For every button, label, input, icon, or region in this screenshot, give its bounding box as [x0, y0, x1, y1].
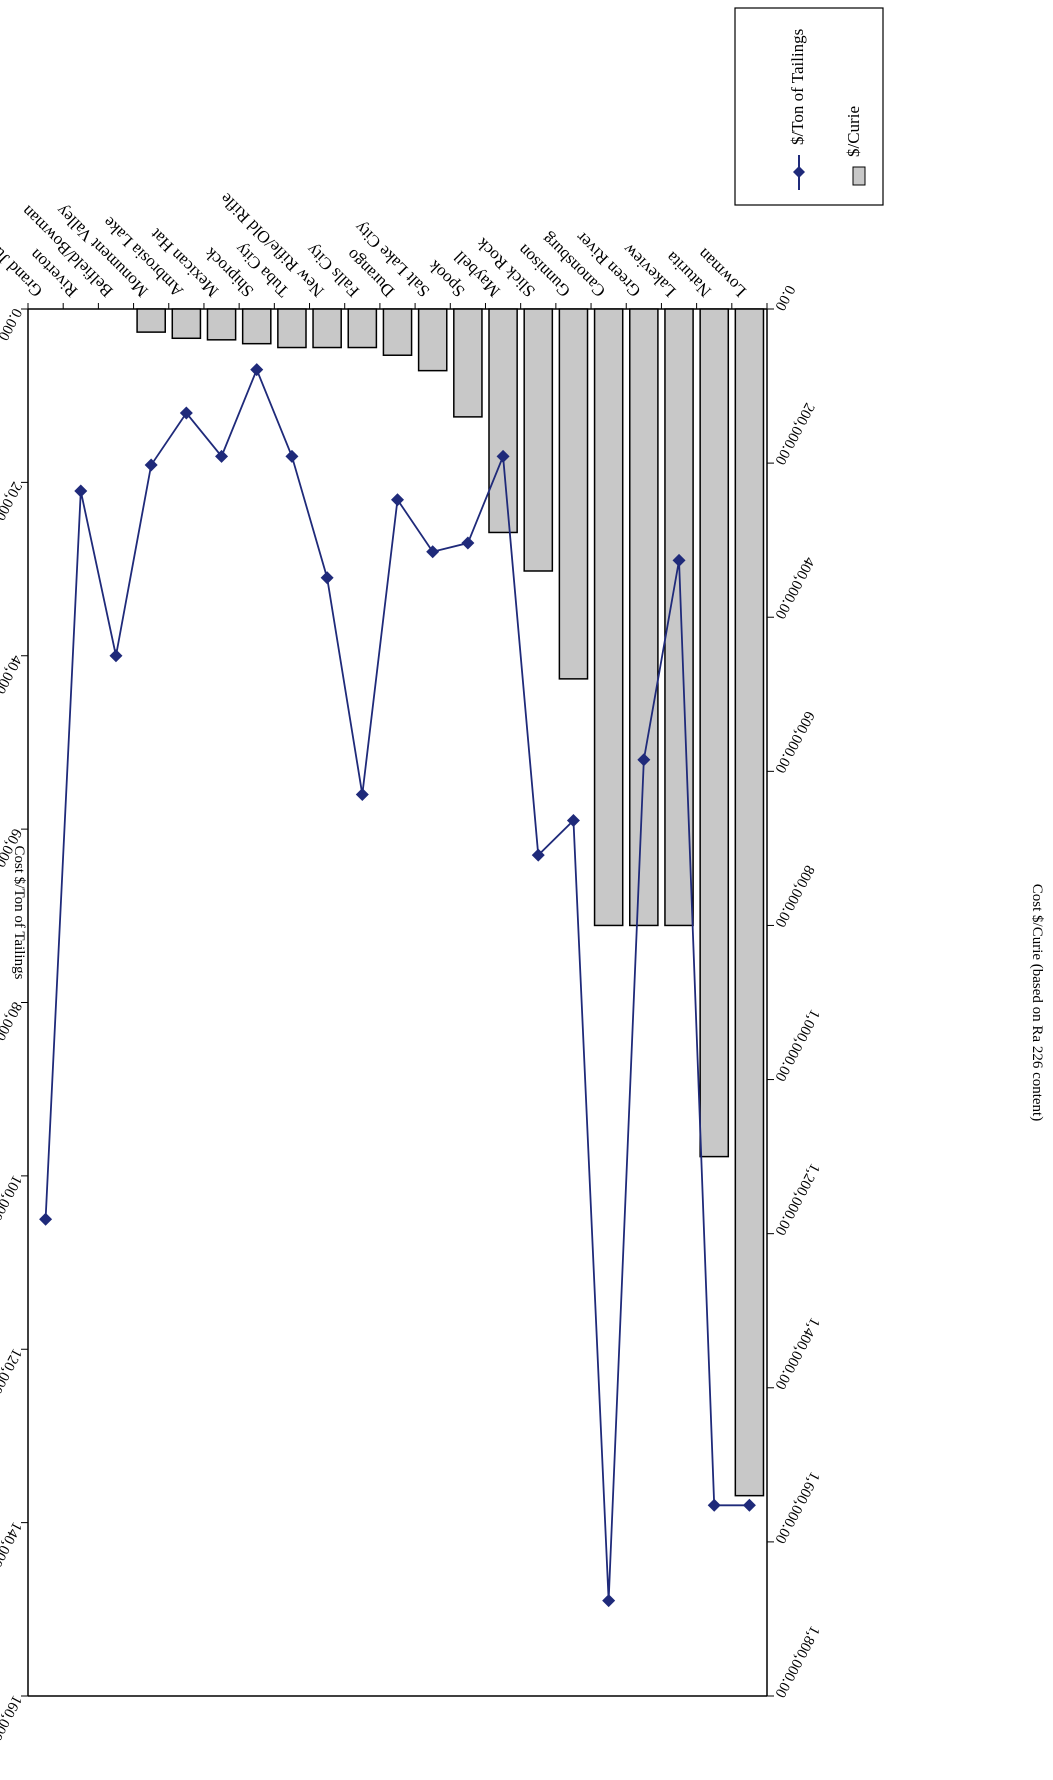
rotated-chart-group: 0.00 200,000.00 400,000.00 600,000.00 800,00…: [0, 7, 1045, 1743]
left-tick-label: 1,400,000.00: [771, 1315, 822, 1392]
bar-5: [558, 308, 589, 680]
right-tick-label: 20,000: [0, 479, 25, 523]
left-tick-label: 1,200,000.00: [771, 1161, 822, 1238]
line-point-5: [566, 813, 580, 827]
right-tick-label: 40,000: [0, 652, 25, 696]
bar-14: [241, 308, 272, 345]
bar-6: [523, 308, 554, 572]
bar-10: [382, 308, 413, 356]
bar-8: [453, 308, 483, 418]
right-tick-label: 160,000: [0, 1693, 25, 1744]
right-axis-title: Cost $/Ton of Tailings: [11, 846, 27, 980]
left-tick-label: 0.00: [771, 282, 797, 313]
right-tick-label: 140,000: [0, 1519, 25, 1570]
left-tick-label: 200,000.00: [771, 400, 817, 467]
axes-group: 0.00 200,000.00 400,000.00 600,000.00 800,00…: [0, 282, 823, 1743]
bar-4: [593, 308, 624, 927]
left-tick-label: 400,000.00: [771, 554, 817, 621]
line-point-12: [320, 571, 334, 585]
line-series: [39, 363, 756, 1608]
bar-3: [629, 308, 659, 927]
line-point-6: [531, 848, 545, 862]
line-point-9: [426, 545, 440, 559]
legend-bar-swatch: [852, 166, 866, 186]
left-tick-label: 800,000.00: [771, 862, 817, 929]
left-tick-label: 600,000.00: [771, 708, 817, 775]
legend: $/Curie $/Ton of Tailings: [734, 7, 884, 206]
bar-13: [277, 308, 307, 349]
bar-0: [734, 308, 765, 1497]
bar-12: [312, 308, 342, 349]
bar-15: [206, 308, 237, 341]
bar-9: [417, 308, 448, 372]
line-point-18: [109, 649, 123, 663]
line-point-14: [250, 363, 264, 377]
line-point-3: [637, 753, 651, 767]
axis-titles: Cost $/Curie (based on Ra 226 content) C…: [11, 846, 1045, 1122]
line-point-19: [74, 484, 88, 498]
left-tick-label: 1,600,000.00: [771, 1469, 822, 1546]
line-point-2: [672, 553, 686, 567]
line-point-10: [391, 493, 404, 507]
bar-16: [171, 308, 202, 340]
line-point-16: [179, 406, 193, 420]
line-point-7: [496, 449, 510, 463]
line-point-0: [742, 1498, 756, 1512]
left-axis-title: Cost $/Curie (based on Ra 226 content): [1029, 884, 1045, 1121]
line-point-11: [355, 787, 369, 801]
bar-1: [699, 308, 730, 1158]
line-point-8: [461, 536, 475, 550]
line-point-13: [285, 449, 299, 463]
right-tick-label: 120,000: [0, 1346, 25, 1397]
bar-11: [347, 308, 378, 349]
legend-bar-label: $/Curie: [844, 106, 863, 157]
left-tick-label: 1,000,000.00: [771, 1007, 822, 1084]
line-point-4: [602, 1594, 616, 1608]
line-point-15: [215, 449, 229, 463]
right-tick-label: 100,000: [0, 1172, 25, 1223]
bar-7: [488, 308, 518, 534]
line-point-17: [144, 458, 158, 472]
right-tick-label: 80,000: [0, 999, 25, 1043]
bar-series: [136, 308, 765, 1497]
legend-line-marker: [793, 166, 805, 178]
line-point-20: [39, 1212, 53, 1226]
bar-17: [136, 308, 166, 333]
line-point-1: [707, 1498, 721, 1512]
legend-line-label: $/Ton of Tailings: [788, 29, 807, 145]
right-tick-label: 0.000: [0, 306, 25, 343]
left-tick-label: 1,800,000.00: [771, 1623, 822, 1700]
